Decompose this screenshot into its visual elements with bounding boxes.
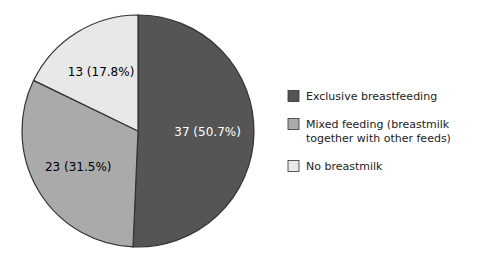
pie-slice [133, 15, 254, 247]
legend-label: Exclusive breastfeeding [306, 90, 437, 103]
legend-swatch [288, 161, 299, 172]
legend-label-line: Exclusive breastfeeding [306, 90, 437, 103]
slices [22, 15, 254, 247]
legend-swatch [288, 91, 299, 102]
legend-label-line: together with other feeds) [306, 132, 451, 145]
legend-label-line: Mixed feeding (breastmilk [306, 118, 450, 131]
legend-label: No breastmilk [306, 160, 383, 173]
chart-svg: 37 (50.7%) 23 (31.5%) 13 (17.8%) Exclusive … [0, 0, 500, 262]
data-label: 23 (31.5%) [45, 160, 112, 174]
pie-slice [34, 15, 138, 131]
chart-container: 37 (50.7%) 23 (31.5%) 13 (17.8%) Exclusive … [0, 0, 500, 262]
legend-label-line: No breastmilk [306, 160, 383, 173]
legend-label: Mixed feeding (breastmilktogether with o… [306, 118, 451, 145]
data-label: 37 (50.7%) [174, 125, 241, 139]
legend: Exclusive breastfeeding Mixed feeding (br… [288, 90, 451, 173]
slice-labels: 37 (50.7%) 23 (31.5%) 13 (17.8%) [45, 65, 241, 174]
legend-swatch [288, 119, 299, 130]
data-label: 13 (17.8%) [68, 65, 135, 79]
